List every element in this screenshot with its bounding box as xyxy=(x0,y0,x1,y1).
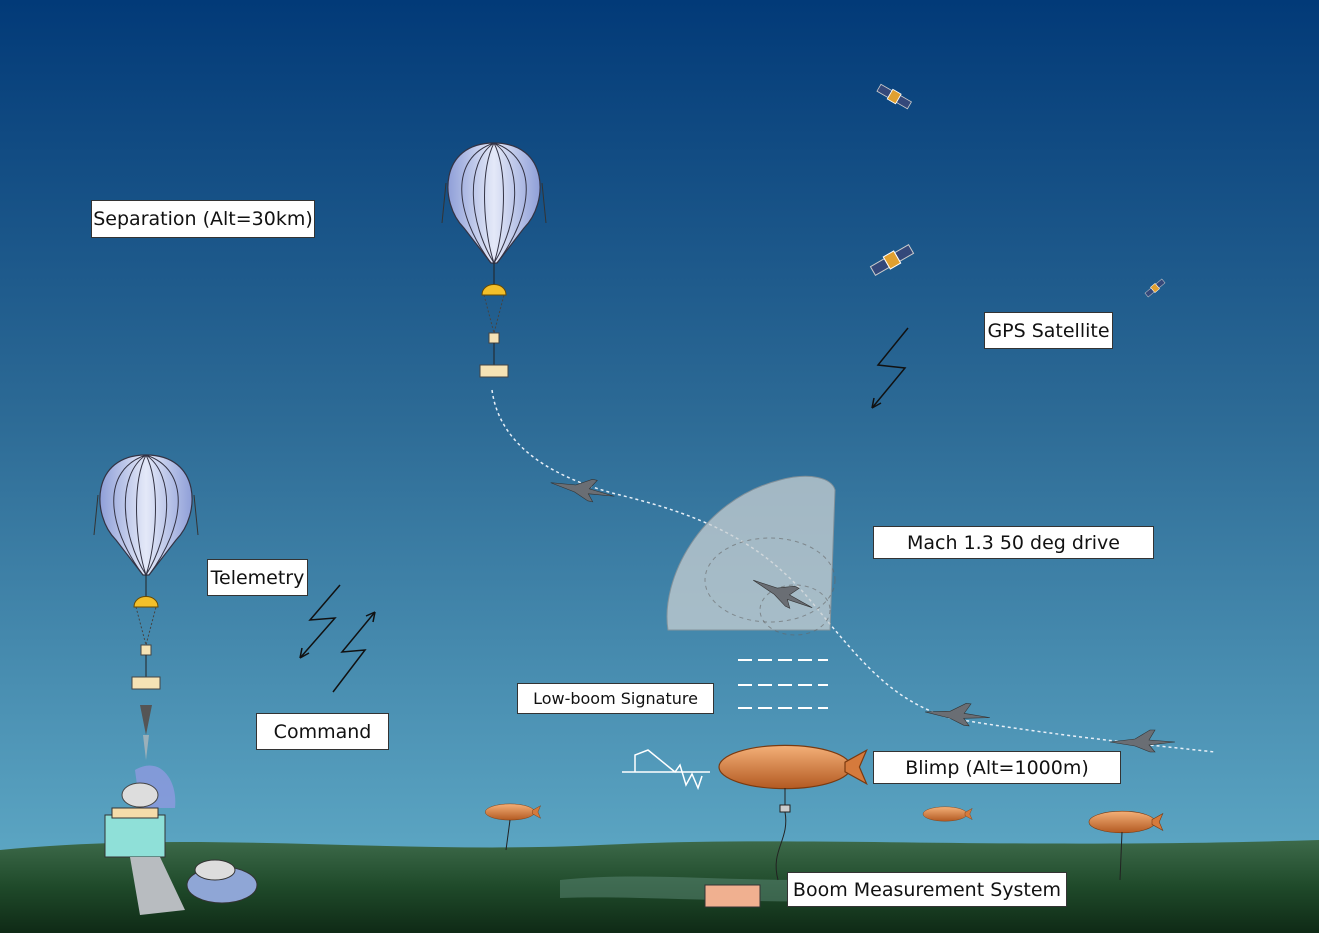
label: Low-boom Signature xyxy=(517,683,714,714)
label: Command xyxy=(256,713,389,750)
label: Telemetry xyxy=(207,559,308,596)
label: Boom Measurement System xyxy=(787,872,1067,907)
label: GPS Satellite xyxy=(984,312,1113,349)
label: Separation (Alt=30km) xyxy=(91,200,315,238)
label: Blimp (Alt=1000m) xyxy=(873,751,1121,784)
label: Mach 1.3 50 deg drive xyxy=(873,526,1154,559)
